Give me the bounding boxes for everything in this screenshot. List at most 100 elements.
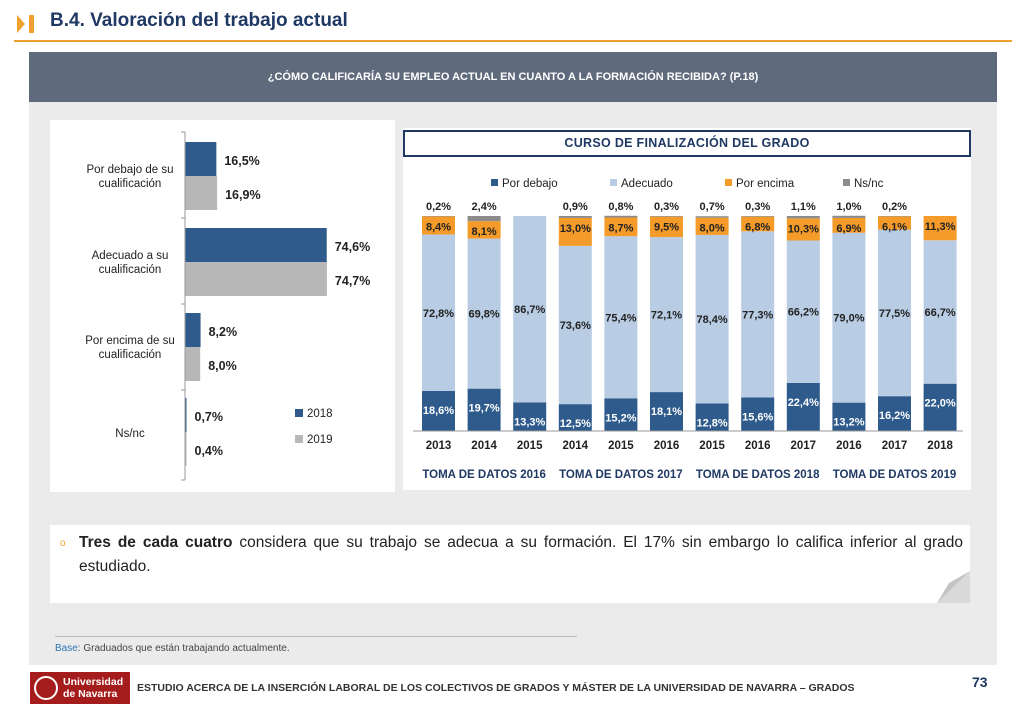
bar-segment	[604, 215, 638, 218]
bar-segment	[923, 383, 957, 431]
x-tick-label: 2016	[654, 440, 680, 452]
data-label: 15,6%	[742, 411, 773, 423]
data-label: 13,3%	[514, 416, 545, 428]
bar-segment	[422, 216, 455, 235]
data-label: 79,0%	[833, 313, 864, 325]
group-label: TOMA DE DATOS 2016	[422, 469, 546, 481]
x-tick-label: 2015	[699, 440, 725, 452]
bar-segment	[695, 217, 729, 235]
base-label: Base	[55, 643, 78, 654]
data-label: 22,0%	[924, 398, 955, 410]
bar-segment	[832, 232, 866, 403]
bar-segment	[467, 216, 501, 222]
question-banner: ¿CÓMO CALIFICARÍA SU EMPLEO ACTUAL EN CU…	[29, 52, 997, 102]
data-label: 66,2%	[788, 307, 819, 319]
stacked-bar-chart: Por debajo Adecuado Por encima Ns/nc 18,6% 72…	[413, 178, 963, 481]
bar	[185, 347, 201, 381]
legend-label: 2018	[307, 408, 333, 420]
title-divider	[14, 40, 1012, 42]
data-label: 0,9%	[563, 201, 588, 213]
data-label: 6,9%	[836, 223, 861, 235]
data-label: 6,1%	[882, 221, 907, 233]
group-label: TOMA DE DATOS 2019	[833, 469, 957, 481]
data-label: 1,1%	[791, 201, 816, 213]
data-label: 8,2%	[209, 325, 238, 339]
x-tick-label: 2015	[608, 440, 634, 452]
legend-label: Ns/nc	[854, 178, 884, 190]
data-label: 77,3%	[742, 309, 773, 321]
footer-text: ESTUDIO ACERCA DE LA INSERCIÓN LABORAL D…	[137, 682, 855, 694]
conclusion-body: considera que su trabajo se adecua a su …	[79, 534, 964, 575]
data-label: 75,4%	[605, 312, 636, 324]
legend-swatch	[610, 179, 617, 186]
data-label: 6,8%	[745, 222, 770, 234]
university-logo: Universidad de Navarra	[30, 672, 130, 704]
bar-segment	[513, 402, 547, 431]
logo-text: Universidad de Navarra	[63, 676, 123, 700]
data-label: 0,3%	[745, 201, 770, 213]
bar-segment	[604, 398, 638, 431]
conclusion-bold: Tres de cada cuatro	[79, 534, 233, 551]
data-label: 18,1%	[651, 406, 682, 418]
x-tick-label: 2015	[517, 440, 543, 452]
x-tick-label: 2017	[882, 440, 908, 452]
data-label: 1,0%	[836, 201, 861, 213]
data-label: 78,4%	[696, 314, 727, 326]
x-tick-label: 2014	[563, 440, 589, 452]
bar-segment	[923, 240, 957, 384]
bar-segment	[832, 402, 866, 431]
category-label-line: Adecuado a su	[92, 250, 169, 262]
bar	[185, 262, 327, 296]
data-label: 15,2%	[605, 412, 636, 424]
bar-segment	[604, 217, 638, 237]
bar	[185, 228, 327, 262]
logo-line-2: de Navarra	[63, 688, 118, 700]
data-label: 12,8%	[696, 417, 727, 429]
left-chart-panel: Por debajo de su cualificación Adecuado a …	[50, 120, 395, 492]
data-label: 0,3%	[654, 201, 679, 213]
data-label: 16,9%	[225, 188, 260, 202]
bar-segment	[422, 234, 455, 392]
data-label: 9,5%	[654, 222, 679, 234]
page-fold-icon	[937, 571, 970, 603]
data-label: 0,7%	[195, 410, 224, 424]
bar-segment	[558, 404, 592, 431]
data-label: 8,7%	[608, 223, 633, 235]
chevron-right-icon	[17, 15, 34, 33]
bar-segment	[786, 240, 820, 383]
page-number: 73	[972, 674, 988, 690]
chart-title: CURSO DE FINALIZACIÓN DEL GRADO	[403, 130, 971, 157]
bar-segment	[878, 216, 911, 230]
bar	[185, 398, 187, 432]
data-label: 0,4%	[195, 444, 224, 458]
right-chart-panel: Por debajo Adecuado Por encima Ns/nc 18,6% 72…	[403, 128, 971, 490]
bar-segment	[695, 403, 729, 431]
data-label: 8,4%	[426, 221, 451, 233]
bar	[185, 313, 201, 347]
bar-segment	[741, 397, 775, 431]
legend-swatch	[491, 179, 498, 186]
category-label: Ns/nc	[115, 428, 145, 440]
category-label-line: cualificación	[99, 178, 162, 190]
data-label: 18,6%	[423, 405, 454, 417]
x-tick-label: 2014	[471, 440, 497, 452]
bar-segment	[695, 234, 729, 404]
bar-segment	[467, 238, 501, 389]
bar-segment	[558, 216, 592, 218]
data-label: 8,0%	[700, 223, 725, 235]
x-tick-label: 2018	[927, 440, 953, 452]
bar-segment	[604, 236, 638, 399]
data-label: 13,2%	[833, 417, 864, 429]
data-label: 66,7%	[924, 307, 955, 319]
data-label: 8,1%	[472, 226, 497, 238]
data-label: 16,2%	[879, 410, 910, 422]
group-label: TOMA DE DATOS 2018	[696, 469, 820, 481]
category-label-line: Por debajo de su	[87, 164, 174, 176]
category-label: Por encima de su cualificación	[85, 335, 175, 361]
legend-swatch	[295, 435, 303, 443]
bar-segment	[878, 229, 911, 397]
legend-label: Por encima	[736, 178, 795, 190]
bar-segment	[741, 231, 775, 398]
bar-segment	[786, 216, 820, 219]
data-label: 77,5%	[879, 308, 910, 320]
